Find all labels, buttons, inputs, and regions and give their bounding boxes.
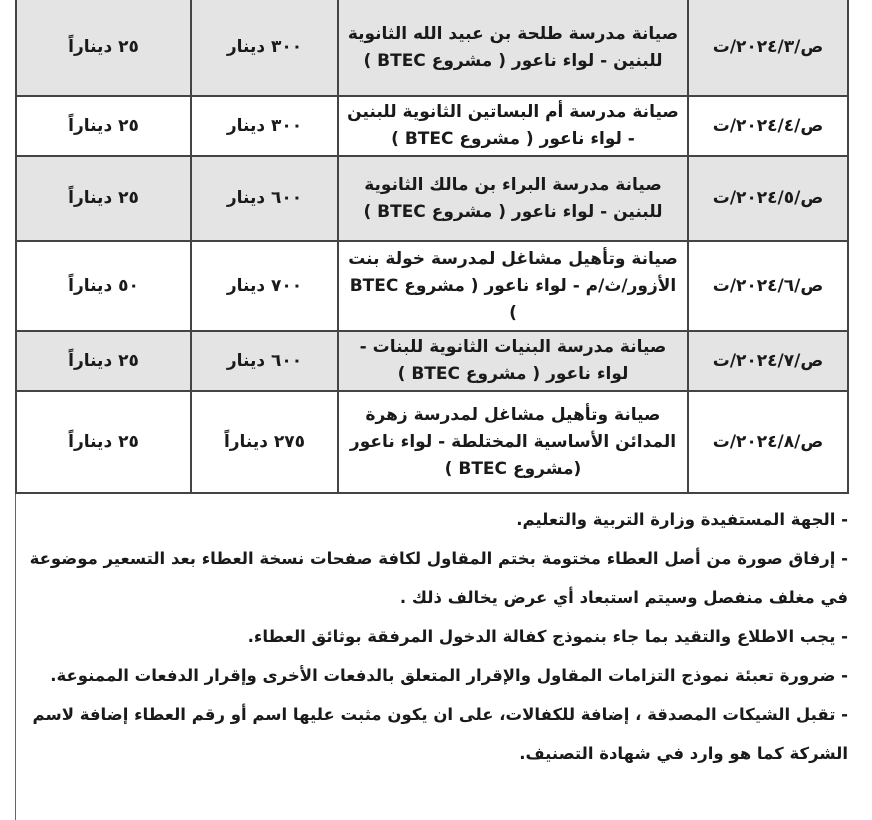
- tender-description: صيانة مدرسة البنيات الثانوية للبنات - لو…: [359, 337, 667, 384]
- fee-amount-cell: ٥٠ ديناراً: [15, 240, 192, 332]
- fee-amount-cell: ٢٥ ديناراً: [15, 95, 192, 157]
- note-certified-cheques: - تقبل الشيكات المصدقة ، إضافة للكفالات،…: [32, 705, 848, 763]
- tender-description-cell: صيانة وتأهيل مشاغل لمدرسة زهرة المدائن ا…: [337, 390, 689, 494]
- tender-notes: - الجهة المستفيدة وزارة التربية والتعليم…: [28, 500, 848, 773]
- tender-number: ت/٢٠٢٤/٧/ص: [712, 350, 824, 371]
- tender-number: ت/٢٠٢٤/٣/ص: [712, 37, 824, 57]
- tender-description-cell: صيانة مدرسة البراء بن مالك الثانوية للبن…: [337, 155, 689, 242]
- tender-description: صيانة مدرسة البراء بن مالك الثانوية للبن…: [363, 174, 663, 222]
- document-price: ٧٠٠ دينار: [226, 275, 303, 296]
- fee-amount: ٢٥ ديناراً: [68, 115, 139, 136]
- document-price: ٦٠٠ دينار: [226, 188, 303, 208]
- tender-number-cell: ت/٢٠٢٤/٣/ص: [687, 0, 849, 97]
- fee-amount-cell: ٢٥ ديناراً: [15, 330, 192, 392]
- table-row: ت/٢٠٢٤/٧/ص صيانة مدرسة البنيات الثانوية ل…: [15, 330, 849, 392]
- document-price: ٣٠٠ دينار: [226, 115, 303, 136]
- tender-number-cell: ت/٢٠٢٤/٧/ص: [687, 330, 849, 392]
- document-price-cell: ٧٠٠ دينار: [190, 240, 339, 332]
- document-price-cell: ٣٠٠ دينار: [190, 95, 339, 157]
- note-copy-attachment: - إرفاق صورة من أصل العطاء مختومة بختم ا…: [29, 549, 848, 607]
- document-price-cell: ٣٠٠ دينار: [190, 0, 339, 97]
- document-price: ٢٧٥ ديناراً: [223, 431, 306, 452]
- note-beneficiary: - الجهة المستفيدة وزارة التربية والتعليم…: [516, 510, 848, 529]
- fee-amount: ٢٥ ديناراً: [68, 37, 139, 57]
- tender-number-cell: ت/٢٠٢٤/٨/ص: [687, 390, 849, 494]
- tender-description-cell: صيانة مدرسة طلحة بن عبيد الله الثانوية ل…: [337, 0, 689, 97]
- table-row: ت/٢٠٢٤/٦/ص صيانة وتأهيل مشاغل لمدرسة خولة…: [15, 240, 849, 332]
- fee-amount: ٥٠ ديناراً: [68, 275, 139, 296]
- fee-amount-cell: ٢٥ ديناراً: [15, 390, 192, 494]
- table-row: ت/٢٠٢٤/٨/ص صيانة وتأهيل مشاغل لمدرسة زهرة…: [15, 390, 849, 494]
- table-row: ت/٢٠٢٤/٥/ص صيانة مدرسة البراء بن مالك الث…: [15, 155, 849, 242]
- tender-description-cell: صيانة مدرسة أم البساتين الثانوية للبنين …: [337, 95, 689, 157]
- tender-description-cell: صيانة مدرسة البنيات الثانوية للبنات - لو…: [337, 330, 689, 392]
- tender-number: ت/٢٠٢٤/٨/ص: [712, 431, 824, 452]
- document-price-cell: ٢٧٥ ديناراً: [190, 390, 339, 494]
- table-row: ت/٢٠٢٤/٤/ص صيانة مدرسة أم البساتين الثانو…: [15, 95, 849, 157]
- tender-number-cell: ت/٢٠٢٤/٥/ص: [687, 155, 849, 242]
- tender-number: ت/٢٠٢٤/٤/ص: [712, 115, 824, 136]
- document-price-cell: ٦٠٠ دينار: [190, 155, 339, 242]
- fee-amount: ٢٥ ديناراً: [68, 350, 139, 371]
- tender-description: صيانة وتأهيل مشاغل لمدرسة زهرة المدائن ا…: [349, 404, 677, 479]
- tender-number: ت/٢٠٢٤/٥/ص: [712, 188, 824, 208]
- fee-amount: ٢٥ ديناراً: [68, 431, 139, 452]
- document-price: ٦٠٠ دينار: [226, 350, 303, 371]
- tender-description: صيانة مدرسة أم البساتين الثانوية للبنين …: [347, 102, 679, 149]
- tender-number-cell: ت/٢٠٢٤/٦/ص: [687, 240, 849, 332]
- document-price-cell: ٦٠٠ دينار: [190, 330, 339, 392]
- tender-description-cell: صيانة وتأهيل مشاغل لمدرسة خولة بنت الأزو…: [337, 240, 689, 332]
- tenders-table: ت/٢٠٢٤/٣/ص صيانة مدرسة طلحة بن عبيد الله …: [15, 0, 849, 494]
- document-price: ٣٠٠ دينار: [226, 37, 303, 57]
- fee-amount: ٢٥ ديناراً: [68, 188, 139, 208]
- note-contractor-obligations: - ضرورة تعبئة نموذج التزامات المقاول وال…: [50, 666, 848, 685]
- tender-number-cell: ت/٢٠٢٤/٤/ص: [687, 95, 849, 157]
- note-bid-bond: - يجب الاطلاع والتقيد بما جاء بنموذج كفا…: [247, 627, 848, 646]
- tender-number: ت/٢٠٢٤/٦/ص: [712, 275, 824, 296]
- tender-description: صيانة وتأهيل مشاغل لمدرسة خولة بنت الأزو…: [348, 248, 678, 323]
- tender-description: صيانة مدرسة طلحة بن عبيد الله الثانوية ل…: [347, 23, 679, 71]
- fee-amount-cell: ٢٥ ديناراً: [15, 0, 192, 97]
- fee-amount-cell: ٢٥ ديناراً: [15, 155, 192, 242]
- table-row: ت/٢٠٢٤/٣/ص صيانة مدرسة طلحة بن عبيد الله …: [15, 0, 849, 97]
